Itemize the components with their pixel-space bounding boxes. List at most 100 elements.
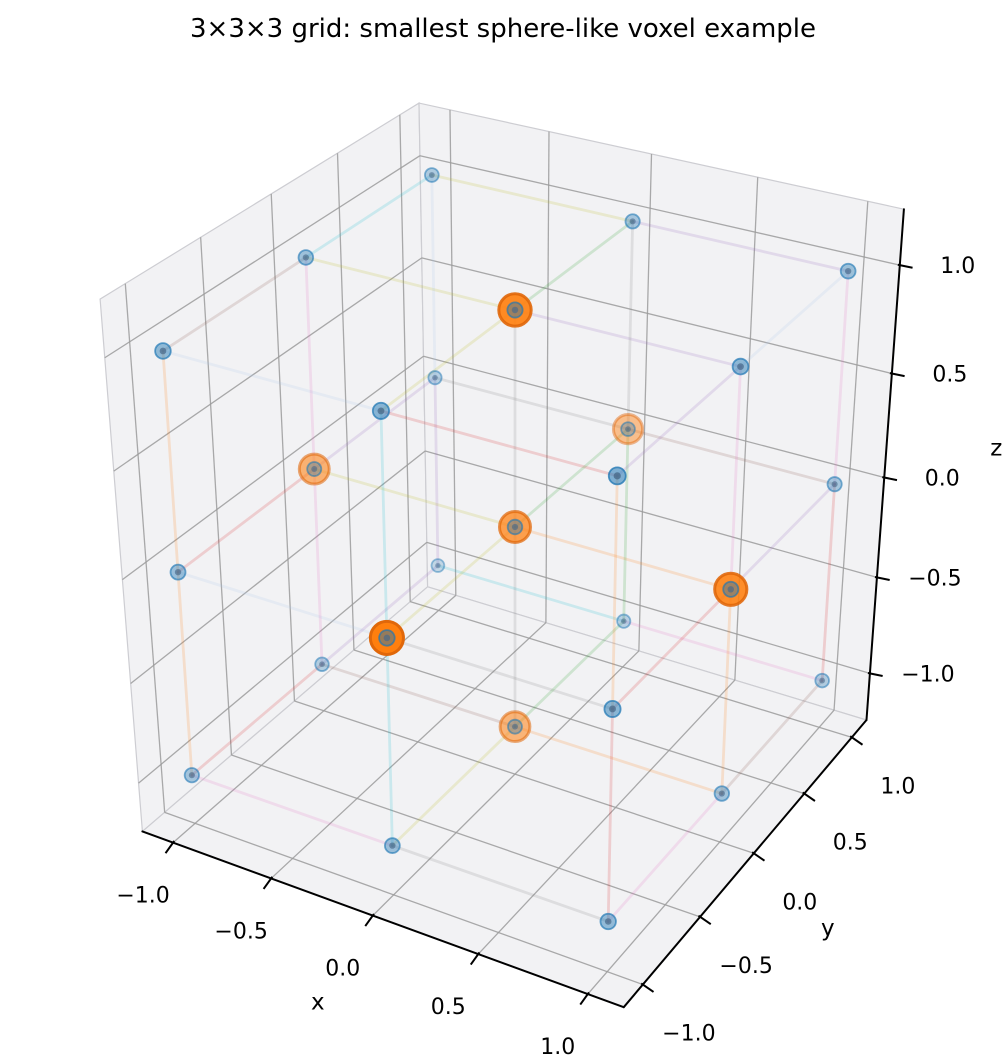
grid-line — [410, 601, 853, 738]
lattice-edge — [430, 173, 437, 380]
lattice-edge — [304, 256, 316, 471]
grid-point-core — [613, 472, 621, 480]
z-tick — [882, 476, 898, 482]
grid-point-core — [609, 705, 616, 713]
x-tick-label: −1.0 — [116, 884, 169, 909]
x-axis-label: x — [311, 990, 325, 1016]
y-tick — [802, 791, 816, 802]
grid-line — [477, 679, 736, 955]
grid-line — [138, 541, 428, 784]
grid-line — [336, 153, 355, 650]
lattice-edge — [611, 474, 619, 711]
pane-gridlines — [104, 109, 900, 995]
lattice-edge — [729, 365, 742, 591]
y-tick — [849, 735, 864, 746]
grid-point-core — [604, 918, 612, 925]
x-tick — [579, 991, 590, 1006]
lattice-edge — [390, 725, 517, 848]
lattice-edge — [820, 482, 837, 682]
grid-line — [270, 193, 296, 702]
lattice-edge — [176, 570, 389, 640]
chart-title: 3×3×3 grid: smallest sphere-like voxel e… — [190, 14, 816, 44]
y-tick — [697, 914, 712, 926]
lattice-edge — [833, 269, 850, 486]
grid-line — [545, 131, 550, 623]
grid-point-core — [620, 618, 627, 624]
grid-point-core — [174, 568, 182, 576]
lattice-edge — [606, 707, 614, 923]
grid-line — [353, 649, 805, 795]
x-tick — [364, 913, 375, 927]
axes: −1.0 −0.5 0.0 0.5 1.0 −1.0 −0.5 0.0 0.5 1.0 −1.0 −0… — [116, 208, 1002, 1060]
y-tick — [751, 851, 766, 862]
lattice-edge — [436, 564, 626, 623]
lattice-edge — [320, 662, 517, 729]
grid-line — [399, 114, 411, 602]
x-tick — [469, 951, 481, 966]
lattice-edge — [379, 409, 389, 640]
grid-line — [423, 355, 885, 479]
lattice-edge — [390, 844, 610, 923]
grid-point-core — [377, 407, 385, 415]
lattice-edge — [622, 619, 824, 682]
lattice-edge — [304, 256, 517, 312]
grid-point-core — [383, 634, 391, 642]
lattice-edge — [611, 587, 733, 711]
z-tick — [889, 372, 905, 378]
lattice-edge — [433, 376, 630, 431]
grid-line — [122, 355, 424, 581]
lattice-edge — [513, 308, 742, 368]
z-axis-label: z — [990, 436, 1002, 462]
lattice-edge — [190, 662, 324, 777]
lattice-edge — [312, 467, 324, 666]
y-tick — [640, 982, 655, 993]
grid-line — [172, 594, 457, 844]
grid-point-core — [389, 842, 396, 849]
grid-line — [424, 450, 878, 579]
grid-point-core — [302, 254, 309, 261]
y-tick-label: −1.0 — [662, 1022, 715, 1047]
lattice-edge — [626, 427, 837, 486]
lattice-edge — [615, 365, 742, 478]
y-tick-label: 1.0 — [880, 774, 915, 799]
z-tick-label: 1.0 — [940, 254, 975, 279]
z-axis-spine — [865, 208, 905, 722]
lattice-edge — [176, 467, 316, 574]
grid-line — [419, 155, 900, 266]
grid-point-core — [511, 306, 519, 314]
grid-point-core — [511, 523, 519, 531]
z-tick-label: 0.5 — [932, 363, 967, 388]
grid-line — [200, 237, 233, 756]
lattice-edge — [430, 173, 635, 223]
grid-point-core — [159, 347, 167, 355]
lattice-edge — [161, 349, 180, 574]
grid-line — [104, 155, 421, 359]
grid-point-core — [428, 172, 435, 178]
lattice-edge — [385, 636, 394, 848]
lattice-edge — [161, 349, 383, 413]
lattice-edge — [312, 376, 437, 471]
grid-point-core — [512, 723, 518, 730]
grid-line — [638, 153, 653, 651]
lattice-edge — [385, 525, 517, 640]
y-tick-label: −0.5 — [719, 954, 772, 979]
lattice-edge — [513, 725, 724, 795]
grid-point-core — [319, 661, 325, 668]
lattice-edge — [739, 269, 850, 368]
grid-point-core — [831, 481, 838, 488]
lattice-edge — [320, 564, 440, 666]
lattice-edge — [720, 587, 733, 795]
lattice-edges — [161, 173, 850, 923]
x-tick — [164, 840, 176, 854]
axis-panes — [99, 102, 905, 1008]
grid-line — [587, 709, 835, 995]
lattice-edge — [631, 219, 850, 273]
grid-point — [430, 558, 446, 573]
grid-line — [113, 257, 423, 472]
lattice-edge — [513, 525, 733, 591]
grid-point-core — [727, 586, 734, 593]
y-tick-label: 0.5 — [833, 831, 868, 856]
grid-line — [130, 450, 426, 685]
